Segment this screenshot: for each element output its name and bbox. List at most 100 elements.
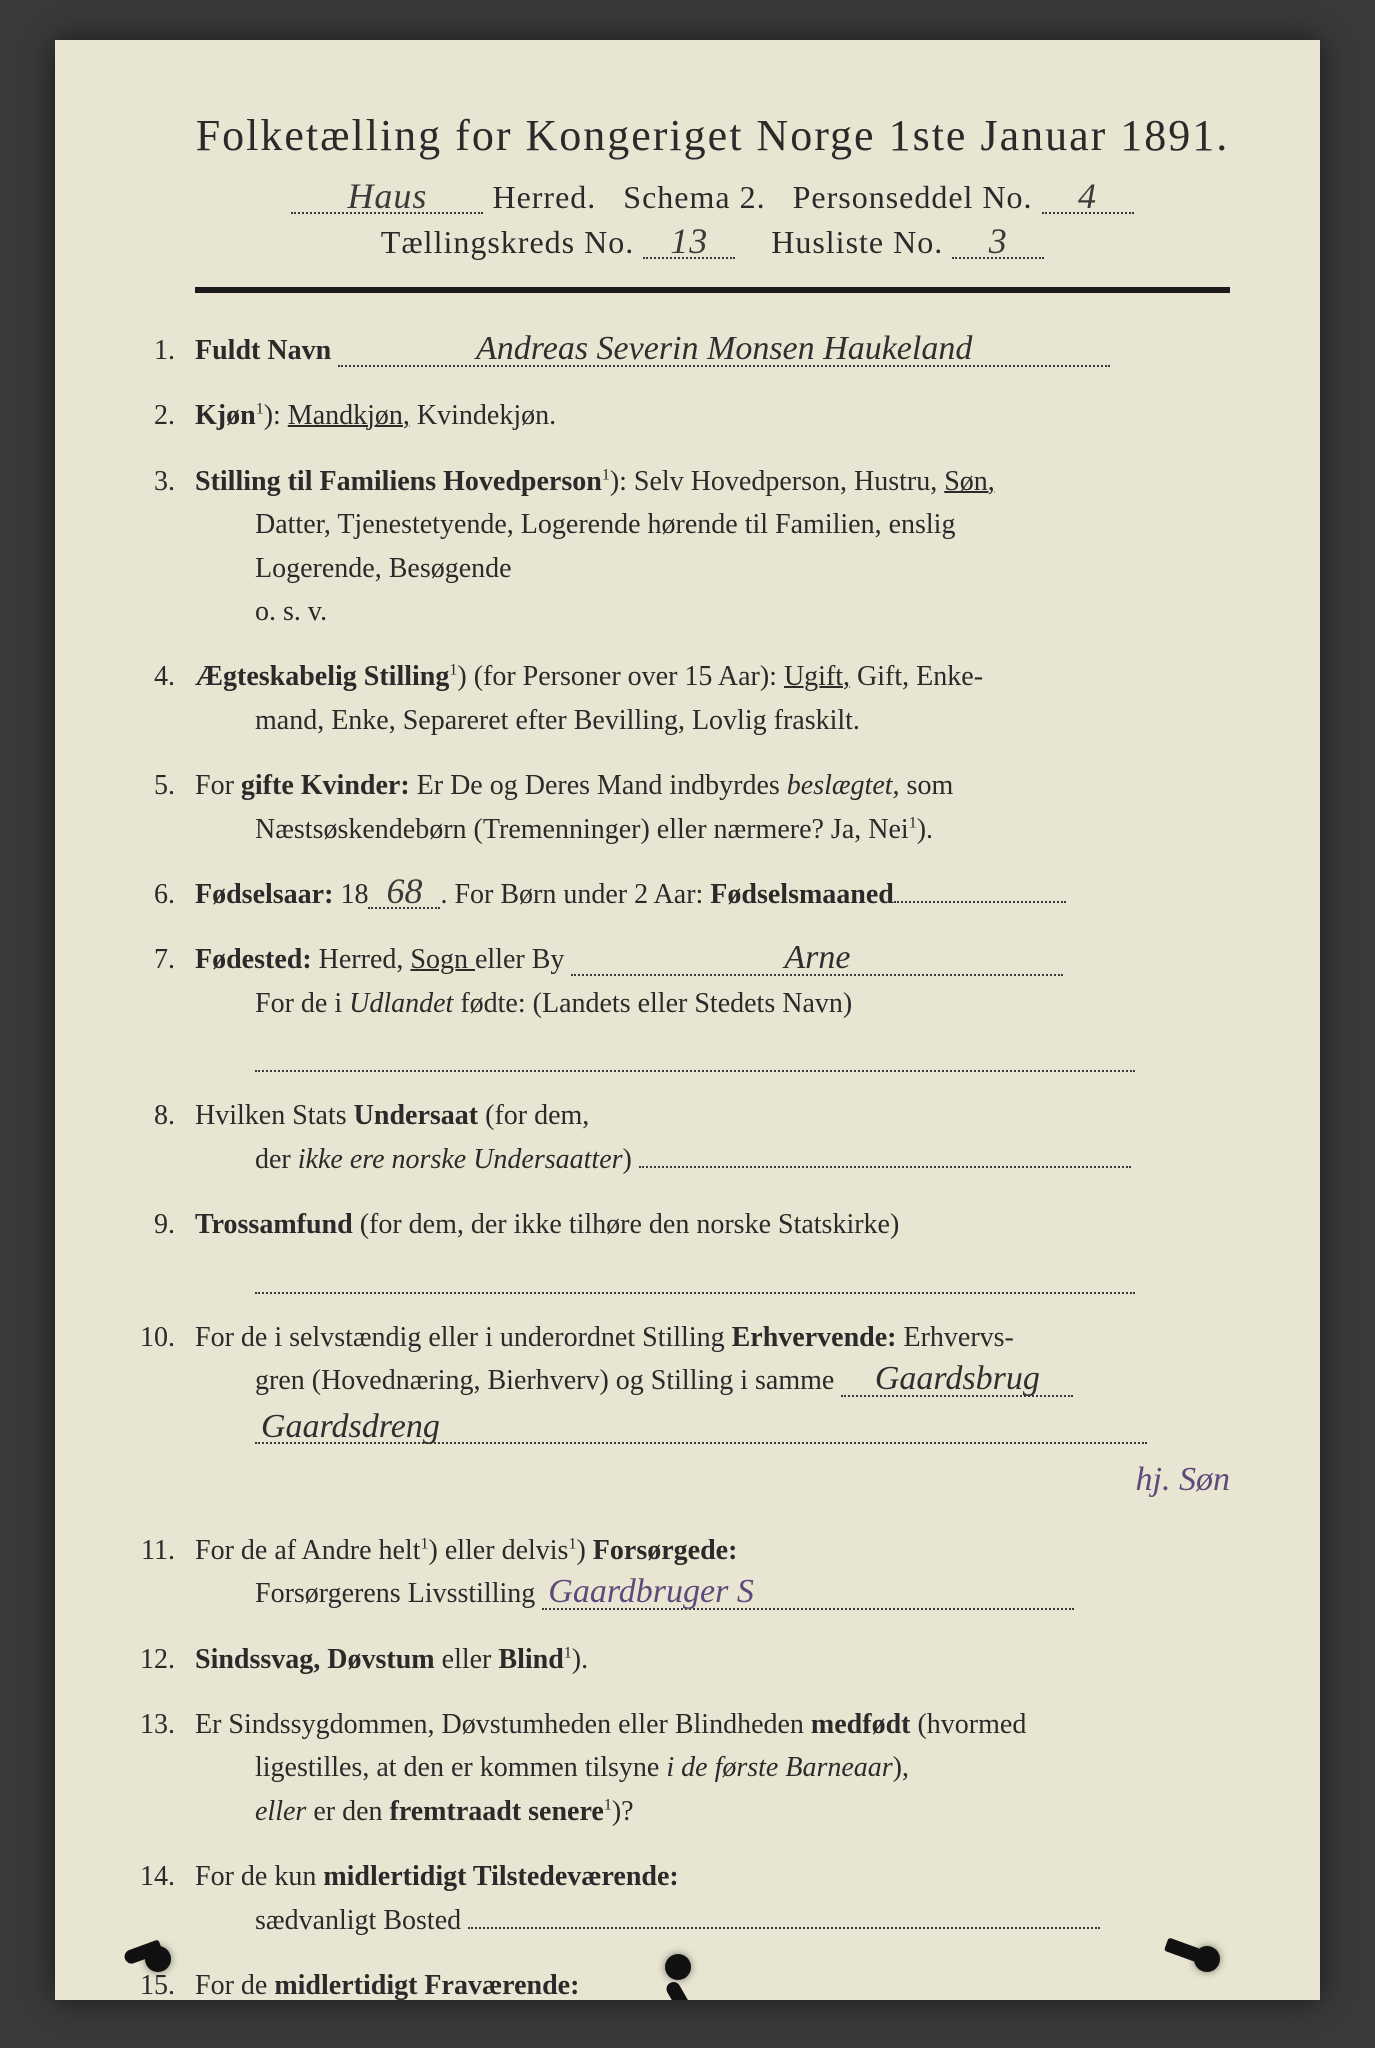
item-1: 1. Fuldt Navn Andreas Severin Monsen Hau…	[195, 329, 1230, 372]
l3sup: 1	[604, 1797, 612, 1814]
item-10: 10. For de i selvstændig eller i underor…	[195, 1316, 1230, 1507]
schema-label: Schema 2.	[623, 179, 765, 215]
census-form-page: Folketælling for Kongeriget Norge 1ste J…	[55, 40, 1320, 2000]
b2: Fødselsmaaned	[710, 879, 894, 910]
item-num: 11.	[125, 1529, 175, 1572]
item-num: 1.	[125, 329, 175, 372]
item-1-hand: Andreas Severin Monsen Haukeland	[338, 334, 1110, 367]
end: ).	[917, 814, 933, 845]
hand: Gaardbruger S	[542, 1577, 1074, 1610]
page-title: Folketælling for Kongeriget Norge 1ste J…	[195, 110, 1230, 161]
opt-ugift: Ugift,	[784, 661, 850, 692]
mid: . For Børn under 2 Aar:	[440, 879, 710, 910]
l2pre: der	[255, 1144, 298, 1175]
personseddel-no: 4	[1042, 180, 1134, 214]
item-num: 9.	[125, 1203, 175, 1246]
item-num: 7.	[125, 938, 175, 981]
item-num: 14.	[125, 1855, 175, 1898]
hand2: Gaardsdreng	[255, 1412, 1147, 1445]
husliste-no: 3	[952, 225, 1044, 259]
sup1: 1	[421, 1536, 429, 1553]
end: ).	[572, 1644, 588, 1675]
pre: Hvilken Stats	[195, 1100, 354, 1131]
item-13-line3: eller er den fremtraadt senere1)?	[255, 1790, 1230, 1833]
pre: For de i selvstændig eller i underordnet…	[195, 1322, 732, 1353]
it: beslægtet,	[787, 770, 900, 801]
item-2-label: Kjøn	[195, 400, 256, 431]
pre: For de kun	[195, 1861, 323, 1892]
item-6: 6. Fødselsaar: 1868. For Børn under 2 Aa…	[195, 873, 1230, 916]
item-14-line2: sædvanligt Bosted	[255, 1899, 1230, 1942]
b: Forsørgede:	[586, 1535, 738, 1566]
item-12: 12. Sindssvag, Døvstum eller Blind1).	[195, 1638, 1230, 1681]
item-3-line2: Datter, Tjenestetyende, Logerende hørend…	[255, 503, 1230, 546]
rest: Erhvervs-	[896, 1322, 1013, 1353]
opts-post: eller By	[475, 944, 564, 975]
item-num: 8.	[125, 1094, 175, 1137]
rest: (for dem,	[478, 1100, 589, 1131]
b2: Blind	[498, 1644, 563, 1675]
pre: For de	[195, 1970, 274, 2000]
hand3: hj. Søn	[1136, 1461, 1230, 1498]
blank	[468, 1927, 1100, 1929]
l2rest: fødte: (Landets eller Stedets Navn)	[453, 988, 852, 1019]
l3end: )?	[612, 1796, 634, 1827]
form-items: 1. Fuldt Navn Andreas Severin Monsen Hau…	[195, 329, 1230, 2000]
sup: 1	[909, 814, 917, 831]
item-num: 5.	[125, 764, 175, 807]
rest: eller	[435, 1644, 499, 1675]
item-11-line2: Forsørgerens Livsstilling Gaardbruger S	[255, 1572, 1230, 1615]
l3it: eller	[255, 1796, 306, 1827]
sup: 1	[564, 1644, 572, 1661]
item-4-line2: mand, Enke, Separeret efter Bevilling, L…	[255, 699, 1230, 742]
item-9: 9. Trossamfund (for dem, der ikke tilhør…	[195, 1203, 1230, 1294]
year-hand: 68	[368, 875, 440, 909]
item-13: 13. Er Sindssygdommen, Døvstumheden elle…	[195, 1703, 1230, 1833]
item-4-label: Ægteskabelig Stilling	[195, 661, 449, 692]
l3rest: er den	[306, 1796, 389, 1827]
pre: For	[195, 770, 241, 801]
pre: For de af Andre helt	[195, 1535, 421, 1566]
l2pre: For de i	[255, 988, 349, 1019]
l2it: Udlandet	[349, 988, 453, 1019]
taellingskreds-label: Tællingskreds No.	[381, 224, 634, 260]
husliste-label: Husliste No.	[771, 224, 943, 260]
header-line-1: Haus Herred. Schema 2. Personseddel No. …	[195, 179, 1230, 216]
opt: Hustru,	[854, 466, 937, 497]
item-7-label: Fødested:	[195, 944, 312, 975]
sup: 1	[602, 466, 610, 483]
paren: (for Personer over 15 Aar):	[467, 661, 784, 692]
sup: 1	[256, 401, 264, 418]
rest: (hvormed	[910, 1709, 1026, 1740]
l2pre: ligestilles, at den er kommen tilsyne	[255, 1752, 666, 1783]
item-num: 12.	[125, 1638, 175, 1681]
blank-line	[255, 1251, 1230, 1294]
l2it: i de første Barneaar	[666, 1752, 892, 1783]
item-8: 8. Hvilken Stats Undersaat (for dem, der…	[195, 1094, 1230, 1181]
l2: gren (Hovednæring, Bierhverv) og Stillin…	[255, 1365, 834, 1396]
fodested-hand: Arne	[571, 943, 1063, 976]
mid: ) eller delvis	[429, 1535, 569, 1566]
b: Undersaat	[354, 1100, 478, 1131]
divider-rule	[195, 287, 1230, 293]
opt-son: Søn,	[944, 466, 995, 497]
hand1: Gaardsbrug	[841, 1364, 1073, 1397]
item-4: 4. Ægteskabelig Stilling1) (for Personer…	[195, 655, 1230, 742]
opt-mandkjon: Mandkjøn,	[288, 400, 410, 431]
item-3-label: Stilling til Familiens Hovedperson	[195, 466, 602, 497]
item-num: 13.	[125, 1703, 175, 1746]
herred-handwritten: Haus	[291, 180, 483, 214]
l2it: ikke ere norske Undersaatter	[298, 1144, 623, 1175]
form-inner: Folketælling for Kongeriget Norge 1ste J…	[55, 40, 1320, 2000]
opts-pre: Herred,	[312, 944, 411, 975]
pre18: 18	[333, 879, 368, 910]
item-2: 2. Kjøn1): Mandkjøn, Kvindekjøn.	[195, 394, 1230, 437]
line2-text: Næstsøskendebørn (Tremenninger) eller næ…	[255, 814, 909, 845]
pre: Er Sindssygdommen, Døvstumheden eller Bl…	[195, 1709, 811, 1740]
b: gifte Kvinder:	[241, 770, 410, 801]
opt: Enke-	[916, 661, 983, 692]
b: Sindssvag, Døvstum	[195, 1644, 435, 1675]
opt-kvindekjon: Kvindekjøn.	[417, 400, 556, 431]
sup: 1	[449, 662, 457, 679]
rest: Er De og Deres Mand indbyrdes	[410, 770, 787, 801]
